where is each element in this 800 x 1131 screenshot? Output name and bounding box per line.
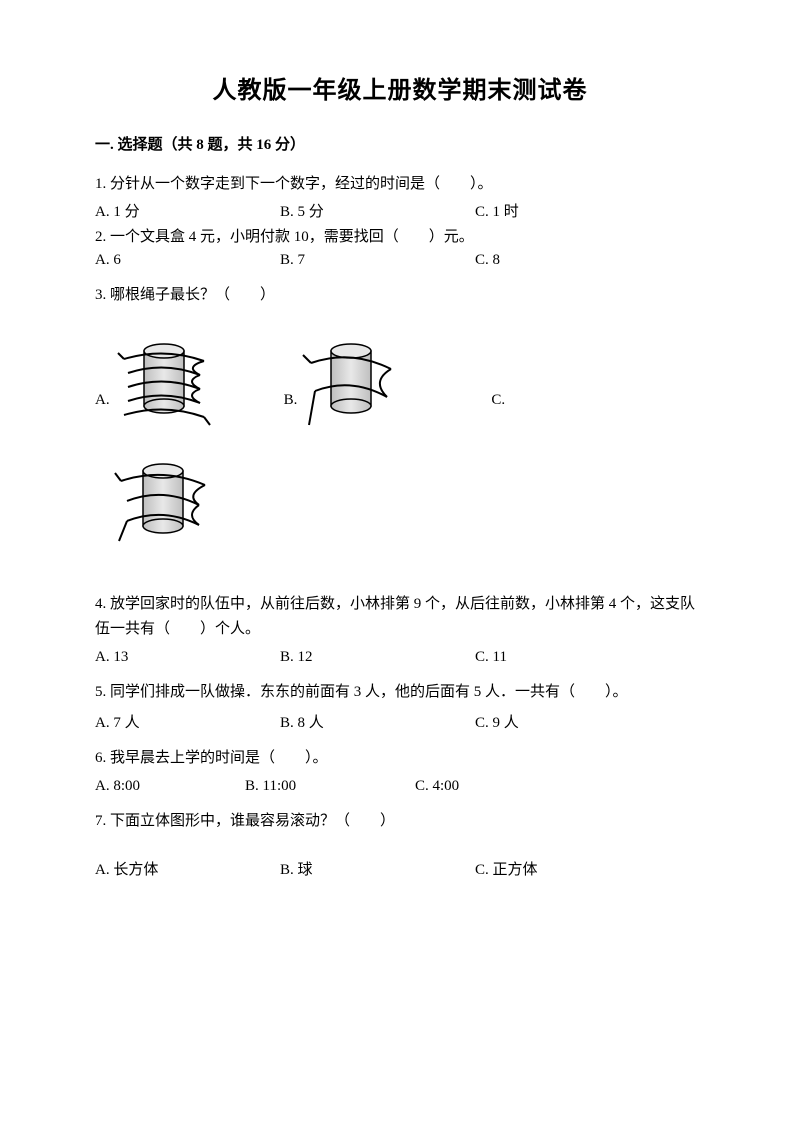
q1-opt-b: B. 5 分 (280, 200, 475, 221)
question-4: 4. 放学回家时的队伍中，从前往后数，小林排第 9 个，从后往前数，小林排第 4… (95, 592, 705, 666)
q2-opt-b: B. 7 (280, 252, 475, 269)
cylinder-a-icon (114, 329, 214, 439)
q7-options: A. 长方体 B. 球 C. 正方体 (95, 858, 705, 879)
q6-opt-b: B. 11:00 (245, 778, 415, 795)
q6-opt-a: A. 8:00 (95, 778, 245, 795)
q7-opt-b: B. 球 (280, 858, 475, 879)
q6-text: 6. 我早晨去上学的时间是（ ）。 (95, 746, 705, 772)
q2-options: A. 6 B. 7 C. 8 (95, 252, 705, 269)
q1-opt-c: C. 1 时 (475, 200, 645, 221)
q1-opt-a: A. 1 分 (95, 200, 280, 221)
q4-options: A. 13 B. 12 C. 11 (95, 649, 705, 666)
question-1: 1. 分针从一个数字走到下一个数字，经过的时间是（ ）。 A. 1 分 B. 5… (95, 172, 705, 221)
q1-options: A. 1 分 B. 5 分 C. 1 时 (95, 200, 705, 221)
q3-label-a: A. (95, 392, 114, 439)
q6-options: A. 8:00 B. 11:00 C. 4:00 (95, 778, 705, 795)
q3-label-c: C. (491, 392, 509, 439)
q5-text: 5. 同学们排成一队做操．东东的前面有 3 人，他的后面有 5 人．一共有（ ）… (95, 680, 705, 706)
q7-opt-a: A. 长方体 (95, 858, 280, 879)
q3-item-c: C. (491, 392, 509, 439)
q3-figure-row-1: A. (95, 329, 705, 439)
q3-label-b: B. (284, 392, 302, 439)
q3-text: 3. 哪根绳子最长？（ ） (95, 283, 705, 309)
section-1-header: 一. 选择题（共 8 题，共 16 分） (95, 133, 705, 154)
q3-figure-row-2 (95, 449, 705, 564)
q3-item-b: B. (284, 329, 402, 439)
q2-opt-a: A. 6 (95, 252, 280, 269)
q1-text: 1. 分针从一个数字走到下一个数字，经过的时间是（ ）。 (95, 172, 705, 198)
q5-opt-b: B. 8 人 (280, 711, 475, 732)
question-2: 2. 一个文具盒 4 元，小明付款 10，需要找回（ ）元。 A. 6 B. 7… (95, 225, 705, 270)
cylinder-b-icon (301, 329, 401, 439)
question-3: 3. 哪根绳子最长？（ ） A. (95, 283, 705, 564)
q4-opt-b: B. 12 (280, 649, 475, 666)
q2-opt-c: C. 8 (475, 252, 645, 269)
page-container: 人教版一年级上册数学期末测试卷 一. 选择题（共 8 题，共 16 分） 1. … (0, 0, 800, 1131)
q4-opt-c: C. 11 (475, 649, 645, 666)
cylinder-c-icon (113, 449, 213, 559)
question-7: 7. 下面立体图形中，谁最容易滚动？（ ） A. 长方体 B. 球 C. 正方体 (95, 809, 705, 880)
question-5: 5. 同学们排成一队做操．东东的前面有 3 人，他的后面有 5 人．一共有（ ）… (95, 680, 705, 733)
q5-options: A. 7 人 B. 8 人 C. 9 人 (95, 711, 705, 732)
question-6: 6. 我早晨去上学的时间是（ ）。 A. 8:00 B. 11:00 C. 4:… (95, 746, 705, 795)
q5-opt-c: C. 9 人 (475, 711, 645, 732)
q2-text: 2. 一个文具盒 4 元，小明付款 10，需要找回（ ）元。 (95, 225, 705, 251)
q7-text: 7. 下面立体图形中，谁最容易滚动？（ ） (95, 809, 705, 835)
q4-opt-a: A. 13 (95, 649, 280, 666)
q7-opt-c: C. 正方体 (475, 858, 645, 879)
q4-text: 4. 放学回家时的队伍中，从前往后数，小林排第 9 个，从后往前数，小林排第 4… (95, 592, 705, 643)
page-title: 人教版一年级上册数学期末测试卷 (95, 70, 705, 105)
q5-opt-a: A. 7 人 (95, 711, 280, 732)
q6-opt-c: C. 4:00 (415, 778, 585, 795)
q3-item-a: A. (95, 329, 214, 439)
